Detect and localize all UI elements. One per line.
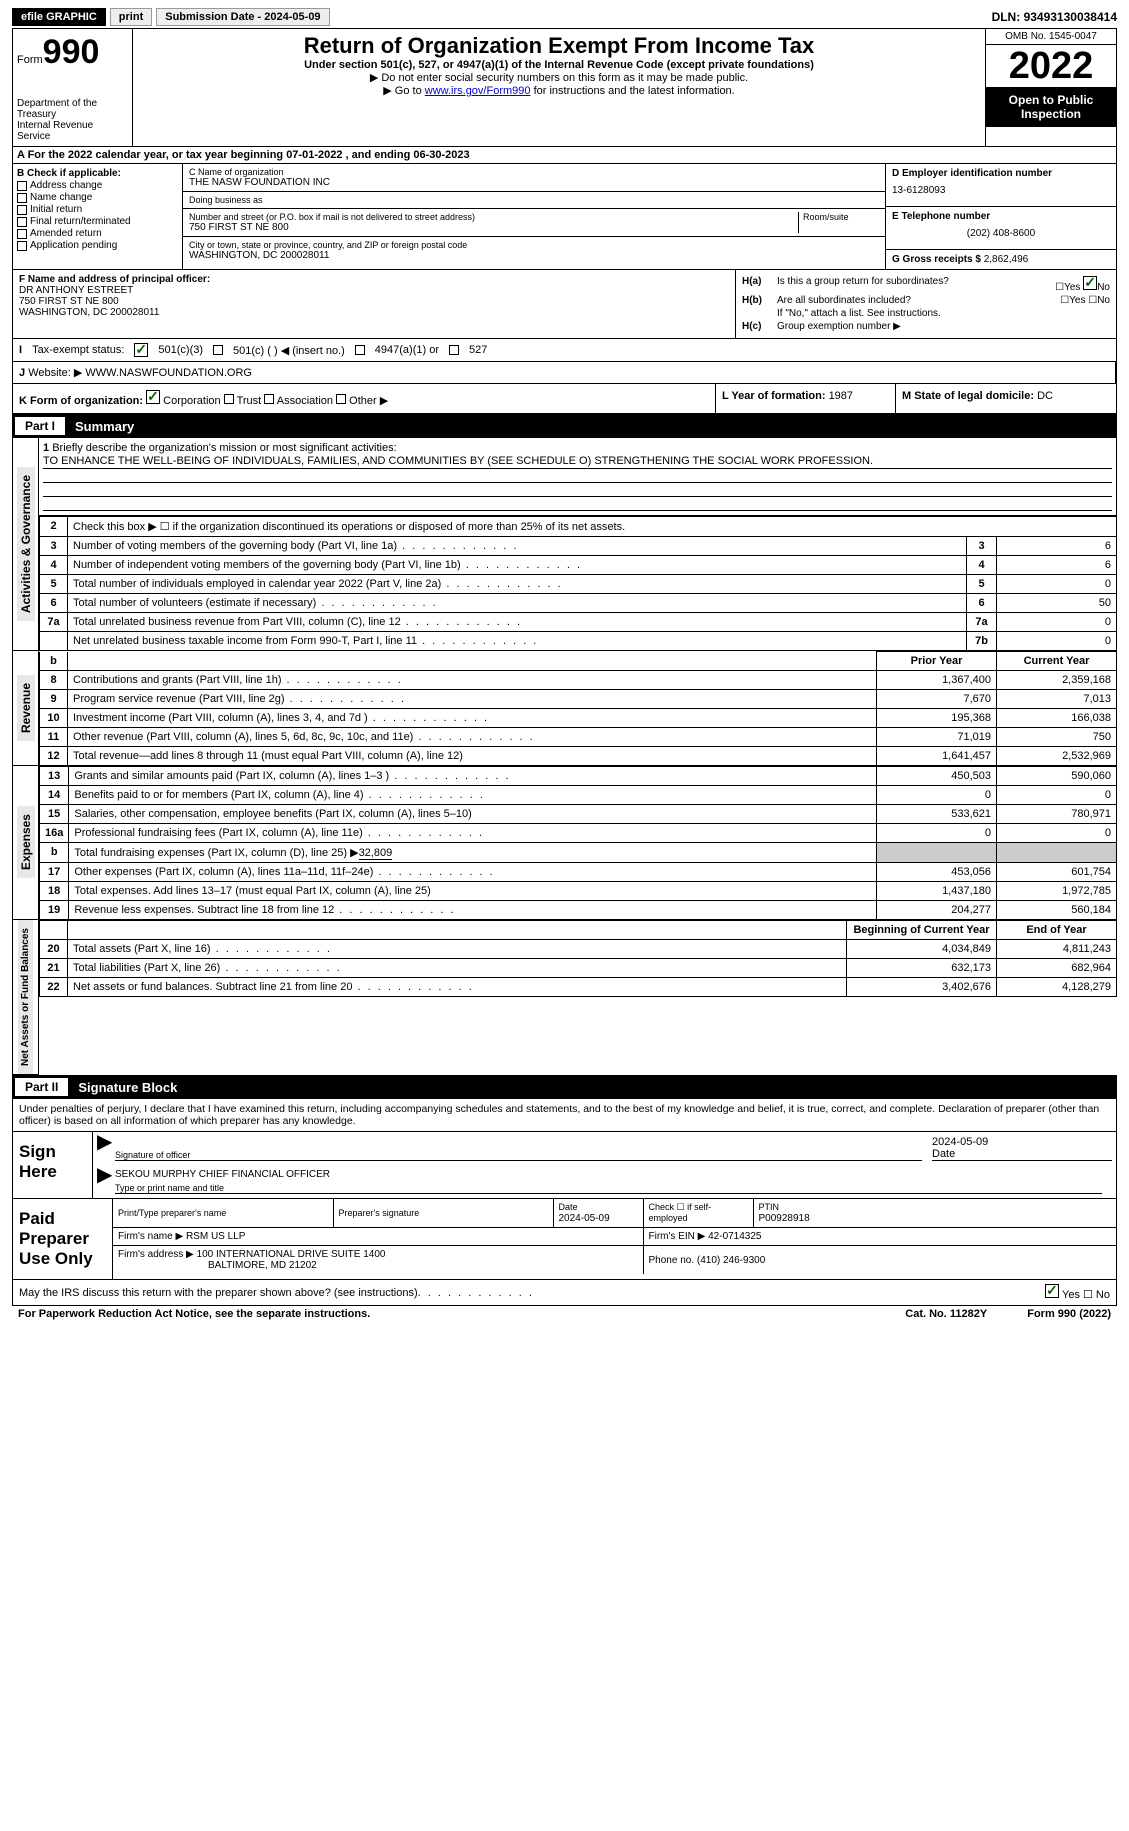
form-title: Return of Organization Exempt From Incom… bbox=[137, 33, 981, 59]
form-header: Form990 Department of the Treasury Inter… bbox=[12, 28, 1117, 147]
section-f: F Name and address of principal officer:… bbox=[13, 270, 736, 338]
ssn-note: ▶ Do not enter social security numbers o… bbox=[137, 71, 981, 84]
section-d: D Employer identification number13-61280… bbox=[886, 164, 1116, 269]
preparer-section: Paid Preparer Use Only Print/Type prepar… bbox=[12, 1199, 1117, 1280]
top-bar: efile GRAPHIC print Submission Date - 20… bbox=[12, 8, 1117, 26]
form-subtitle: Under section 501(c), 527, or 4947(a)(1)… bbox=[137, 59, 981, 71]
open-public: Open to Public Inspection bbox=[986, 87, 1116, 127]
side-expenses: Expenses bbox=[17, 806, 35, 878]
section-h: H(a)Is this a group return for subordina… bbox=[736, 270, 1116, 338]
section-c: C Name of organizationTHE NASW FOUNDATIO… bbox=[183, 164, 886, 269]
tax-year: 2022 bbox=[986, 45, 1116, 87]
dln: DLN: 93493130038414 bbox=[992, 10, 1117, 24]
section-b: B Check if applicable: Address change Na… bbox=[13, 164, 183, 269]
sig-declaration: Under penalties of perjury, I declare th… bbox=[13, 1099, 1116, 1131]
side-activities: Activities & Governance bbox=[17, 467, 35, 621]
row-j: J Website: ▶ WWW.NASWFOUNDATION.ORG bbox=[12, 362, 1117, 384]
summary-table-revenue: bPrior YearCurrent Year 8Contributions a… bbox=[39, 651, 1117, 766]
row-a: A For the 2022 calendar year, or tax yea… bbox=[12, 147, 1117, 164]
side-revenue: Revenue bbox=[17, 675, 35, 741]
sign-here-label: Sign Here bbox=[13, 1132, 93, 1198]
summary-table-netassets: Beginning of Current YearEnd of Year 20T… bbox=[39, 920, 1117, 997]
footer-last: For Paperwork Reduction Act Notice, see … bbox=[12, 1306, 1117, 1322]
row-i: I Tax-exempt status: 501(c)(3) 501(c) ( … bbox=[12, 339, 1117, 362]
dept-label: Department of the Treasury Internal Reve… bbox=[17, 98, 128, 142]
summary-table-1: 2Check this box ▶ ☐ if the organization … bbox=[39, 516, 1117, 651]
part2-header: Part II Signature Block bbox=[12, 1075, 1117, 1099]
omb-number: OMB No. 1545-0047 bbox=[986, 29, 1116, 45]
part1-header: Part I Summary bbox=[12, 414, 1117, 438]
print-button[interactable]: print bbox=[110, 8, 152, 26]
side-netassets: Net Assets or Fund Balances bbox=[18, 920, 33, 1074]
irs-link[interactable]: www.irs.gov/Form990 bbox=[425, 85, 531, 97]
row-k: K Form of organization: Corporation Trus… bbox=[12, 384, 1117, 414]
footer-discuss: May the IRS discuss this return with the… bbox=[12, 1280, 1117, 1306]
goto-note: ▶ Go to www.irs.gov/Form990 for instruct… bbox=[137, 84, 981, 97]
efile-label: efile GRAPHIC bbox=[12, 8, 106, 26]
summary-table-expenses: 13Grants and similar amounts paid (Part … bbox=[39, 766, 1117, 920]
mission-block: 1 Briefly describe the organization's mi… bbox=[39, 438, 1117, 516]
submission-date: Submission Date - 2024-05-09 bbox=[156, 8, 329, 26]
